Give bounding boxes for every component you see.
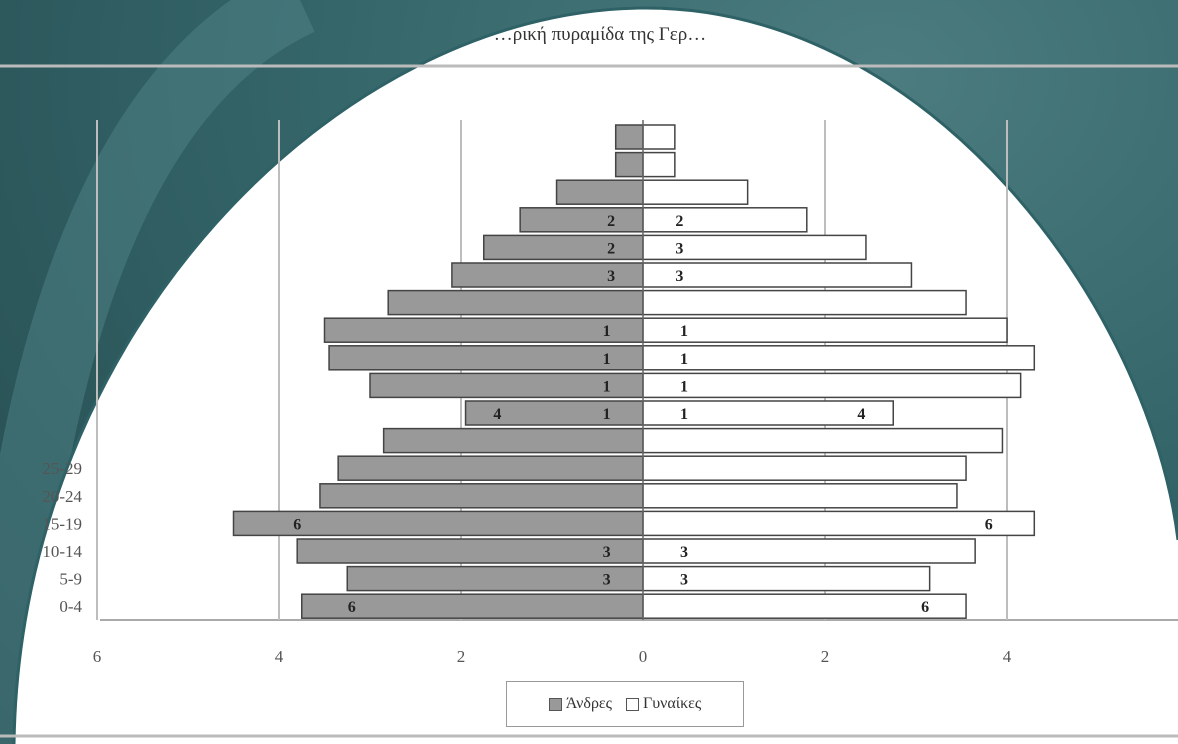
data-label-women-4: 4 — [857, 406, 865, 423]
data-label-women-1: 3 — [680, 572, 688, 589]
bar-men-15-19 — [232, 510, 644, 537]
bar-women-70-74 — [642, 207, 808, 233]
legend-item-women: Γυναίκες — [625, 695, 702, 713]
x-tick-label-3: 0 — [639, 647, 648, 666]
data-label-women-3: 6 — [985, 516, 993, 533]
bar-men-75-79 — [555, 179, 644, 205]
bar-men-70-74 — [519, 207, 644, 233]
bar-men-10-14 — [296, 538, 644, 564]
bar-men-40-44 — [369, 372, 644, 399]
data-label-women-9: 3 — [675, 268, 683, 285]
data-label-men-4: 4 — [493, 406, 501, 423]
bar-men-35-39 — [464, 400, 644, 426]
bar-men-20-24 — [319, 483, 644, 509]
data-label-men-11: 2 — [607, 213, 615, 230]
legend-label-men: Άνδρες — [565, 695, 612, 712]
chart-legend: Άνδρες Γυναίκες — [506, 681, 744, 727]
bar-men-60-64 — [451, 262, 644, 288]
bar-women-45-49 — [642, 345, 1036, 371]
data-label-women-0: 6 — [921, 599, 929, 616]
data-label-women-10: 3 — [675, 240, 683, 257]
y-tick-label-25-29: 25-29 — [42, 459, 82, 478]
bar-women-25-29 — [642, 455, 967, 481]
bar-women-20-24 — [642, 483, 958, 509]
bar-women-50-54 — [642, 317, 1008, 343]
bar-men-5-9 — [346, 565, 644, 592]
x-tick-label-4: 2 — [821, 647, 830, 666]
bar-women-55-59 — [642, 289, 967, 316]
bar-women-65-69 — [642, 234, 867, 261]
legend-item-men: Άνδρες — [548, 695, 612, 713]
bar-women-15-19 — [642, 510, 1036, 537]
data-label-men-2: 3 — [603, 544, 611, 561]
y-tick-label-10-14: 10-14 — [42, 542, 82, 561]
y-tick-label-0-4: 0-4 — [59, 597, 82, 616]
bar-women-10-14 — [642, 538, 976, 564]
bar-men-85-89 — [614, 124, 644, 150]
bar-men-25-29 — [337, 455, 644, 481]
data-label-men-0: 6 — [348, 599, 356, 616]
data-label-women-11: 2 — [675, 213, 683, 230]
data-label-men-3: 6 — [293, 516, 301, 533]
data-label-women-8: 1 — [680, 323, 688, 340]
x-tick-label-2: 2 — [457, 647, 466, 666]
data-label-women-2: 3 — [680, 544, 688, 561]
bar-men-45-49 — [328, 345, 644, 371]
data-label-men-7: 1 — [603, 351, 611, 368]
bar-women-85-89 — [642, 124, 676, 150]
data-label-men-5: 1 — [603, 406, 611, 423]
data-label-men-9: 3 — [607, 268, 615, 285]
bar-men-30-34 — [382, 427, 644, 454]
bar-women-75-79 — [642, 179, 749, 205]
data-label-men-1: 3 — [603, 572, 611, 589]
bar-women-35-39 — [642, 400, 894, 426]
chart-title: …ρική πυραμίδα της Γερ… — [494, 24, 707, 45]
y-tick-label-15-19: 15-19 — [42, 514, 82, 533]
bar-men-55-59 — [387, 289, 644, 316]
data-label-women-6: 1 — [680, 378, 688, 395]
y-tick-label-20-24: 20-24 — [42, 487, 82, 506]
x-tick-label-0: 6 — [93, 647, 102, 666]
bar-men-80-84 — [614, 151, 644, 178]
data-label-men-8: 1 — [603, 323, 611, 340]
bar-men-65-69 — [483, 234, 644, 261]
bar-women-5-9 — [642, 565, 931, 592]
legend-swatch-women — [625, 697, 639, 711]
data-label-men-6: 1 — [603, 378, 611, 395]
bar-women-40-44 — [642, 372, 1022, 399]
data-label-women-7: 1 — [680, 351, 688, 368]
y-tick-label-5-9: 5-9 — [59, 570, 82, 589]
data-label-men-10: 2 — [607, 240, 615, 257]
bar-women-80-84 — [642, 151, 676, 178]
bar-women-60-64 — [642, 262, 913, 288]
bar-men-50-54 — [323, 317, 644, 343]
x-tick-label-5: 4 — [1003, 647, 1012, 666]
legend-swatch-men — [548, 697, 562, 711]
legend-label-women: Γυναίκες — [642, 695, 702, 712]
bar-women-0-4 — [642, 593, 967, 619]
bar-women-30-34 — [642, 427, 1004, 454]
data-label-women-5: 1 — [680, 406, 688, 423]
x-tick-label-1: 4 — [275, 647, 284, 666]
